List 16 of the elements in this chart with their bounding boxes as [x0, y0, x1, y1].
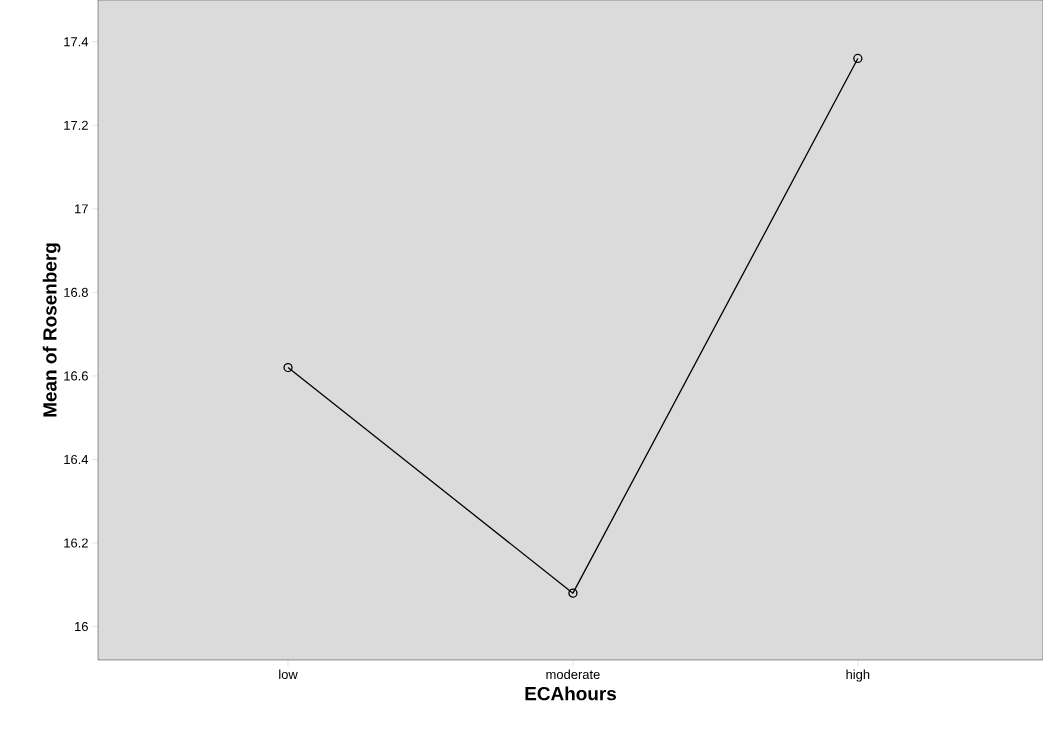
y-tick-label: 16.6 — [64, 371, 88, 381]
y-tick-label: 16.4 — [64, 454, 89, 465]
x-axis-title: ECAhours — [525, 686, 617, 701]
x-tick-label: high — [846, 669, 870, 682]
y-tick-label: 17.4 — [64, 37, 89, 47]
x-tick-label: moderate — [546, 669, 600, 680]
point — [568, 588, 578, 598]
x-tick-label: low — [279, 669, 298, 680]
y-tick-label: 16 — [75, 621, 88, 632]
y-tick-label: 16.2 — [64, 538, 88, 548]
point — [283, 362, 293, 373]
y-tick-label: 17.2 — [64, 120, 88, 130]
y-tick-label: 17 — [75, 204, 88, 214]
y-axis-title: Mean of Rosenberg — [42, 243, 61, 417]
point — [853, 53, 863, 64]
y-tick-label: 16.8 — [64, 287, 88, 297]
